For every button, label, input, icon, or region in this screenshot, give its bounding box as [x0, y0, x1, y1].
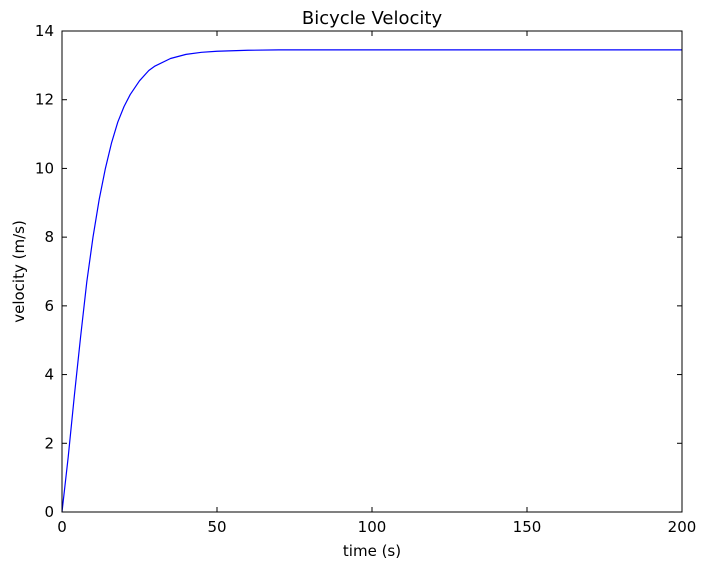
x-tick-label: 200 [668, 518, 697, 536]
y-tick-label: 6 [44, 297, 54, 315]
y-tick-label: 8 [44, 228, 54, 246]
x-tick-label: 0 [57, 518, 67, 536]
y-tick-label: 10 [35, 159, 54, 177]
y-tick-label: 0 [44, 503, 54, 521]
series-group [61, 49, 682, 513]
chart-title: Bicycle Velocity [302, 8, 443, 29]
series-line-velocity [61, 49, 682, 513]
y-tick-label: 12 [35, 91, 54, 109]
ticks: 0 50 100 150 200 0 2 4 6 8 10 12 14 [35, 22, 696, 536]
x-axis-label: time (s) [343, 542, 401, 560]
x-tick-label: 150 [513, 518, 542, 536]
y-tick-label: 2 [44, 434, 54, 452]
y-tick-label: 14 [35, 22, 54, 40]
y-tick-label: 4 [44, 366, 54, 384]
y-axis-label: velocity (m/s) [10, 220, 28, 323]
plot-frame [61, 30, 683, 513]
x-tick-label: 100 [358, 518, 387, 536]
x-tick-label: 50 [207, 518, 226, 536]
